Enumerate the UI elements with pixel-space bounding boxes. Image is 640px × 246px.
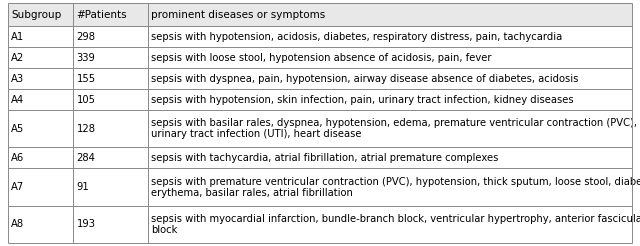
Bar <box>8 26 632 47</box>
Text: sepsis with tachycardia, atrial fibrillation, atrial premature complexes: sepsis with tachycardia, atrial fibrilla… <box>152 153 499 163</box>
Text: 284: 284 <box>76 153 95 163</box>
Text: A2: A2 <box>11 53 24 63</box>
Text: A4: A4 <box>11 95 24 105</box>
Text: sepsis with loose stool, hypotension absence of acidosis, pain, fever: sepsis with loose stool, hypotension abs… <box>152 53 492 63</box>
Text: sepsis with myocardial infarction, bundle-branch block, ventricular hypertrophy,: sepsis with myocardial infarction, bundl… <box>152 214 640 224</box>
Text: sepsis with dyspnea, pain, hypotension, airway disease absence of diabetes, acid: sepsis with dyspnea, pain, hypotension, … <box>152 74 579 84</box>
Text: Subgroup: Subgroup <box>11 10 61 20</box>
Text: urinary tract infection (UTI), heart disease: urinary tract infection (UTI), heart dis… <box>152 129 362 139</box>
Text: prominent diseases or symptoms: prominent diseases or symptoms <box>152 10 326 20</box>
Bar <box>8 110 632 147</box>
Text: 298: 298 <box>76 32 95 42</box>
Text: 91: 91 <box>76 182 89 192</box>
Bar <box>8 169 632 206</box>
Bar <box>8 68 632 89</box>
Bar <box>8 147 632 169</box>
Text: A7: A7 <box>11 182 24 192</box>
Text: sepsis with premature ventricular contraction (PVC), hypotension, thick sputum, : sepsis with premature ventricular contra… <box>152 177 640 186</box>
Bar <box>8 47 632 68</box>
Text: block: block <box>152 225 178 235</box>
Bar <box>8 206 632 243</box>
Text: sepsis with basilar rales, dyspnea, hypotension, edema, premature ventricular co: sepsis with basilar rales, dyspnea, hypo… <box>152 118 637 128</box>
Text: A3: A3 <box>11 74 24 84</box>
Text: A5: A5 <box>11 124 24 134</box>
Text: 105: 105 <box>76 95 95 105</box>
Text: 155: 155 <box>76 74 95 84</box>
Text: erythema, basilar rales, atrial fibrillation: erythema, basilar rales, atrial fibrilla… <box>152 188 353 198</box>
Text: A1: A1 <box>11 32 24 42</box>
Text: sepsis with hypotension, acidosis, diabetes, respiratory distress, pain, tachyca: sepsis with hypotension, acidosis, diabe… <box>152 32 563 42</box>
Text: #Patients: #Patients <box>76 10 127 20</box>
Text: A8: A8 <box>11 219 24 230</box>
Text: 193: 193 <box>76 219 95 230</box>
Text: 128: 128 <box>76 124 95 134</box>
Text: 339: 339 <box>76 53 95 63</box>
Bar <box>8 89 632 110</box>
Bar <box>8 3 632 26</box>
Text: A6: A6 <box>11 153 24 163</box>
Text: sepsis with hypotension, skin infection, pain, urinary tract infection, kidney d: sepsis with hypotension, skin infection,… <box>152 95 574 105</box>
